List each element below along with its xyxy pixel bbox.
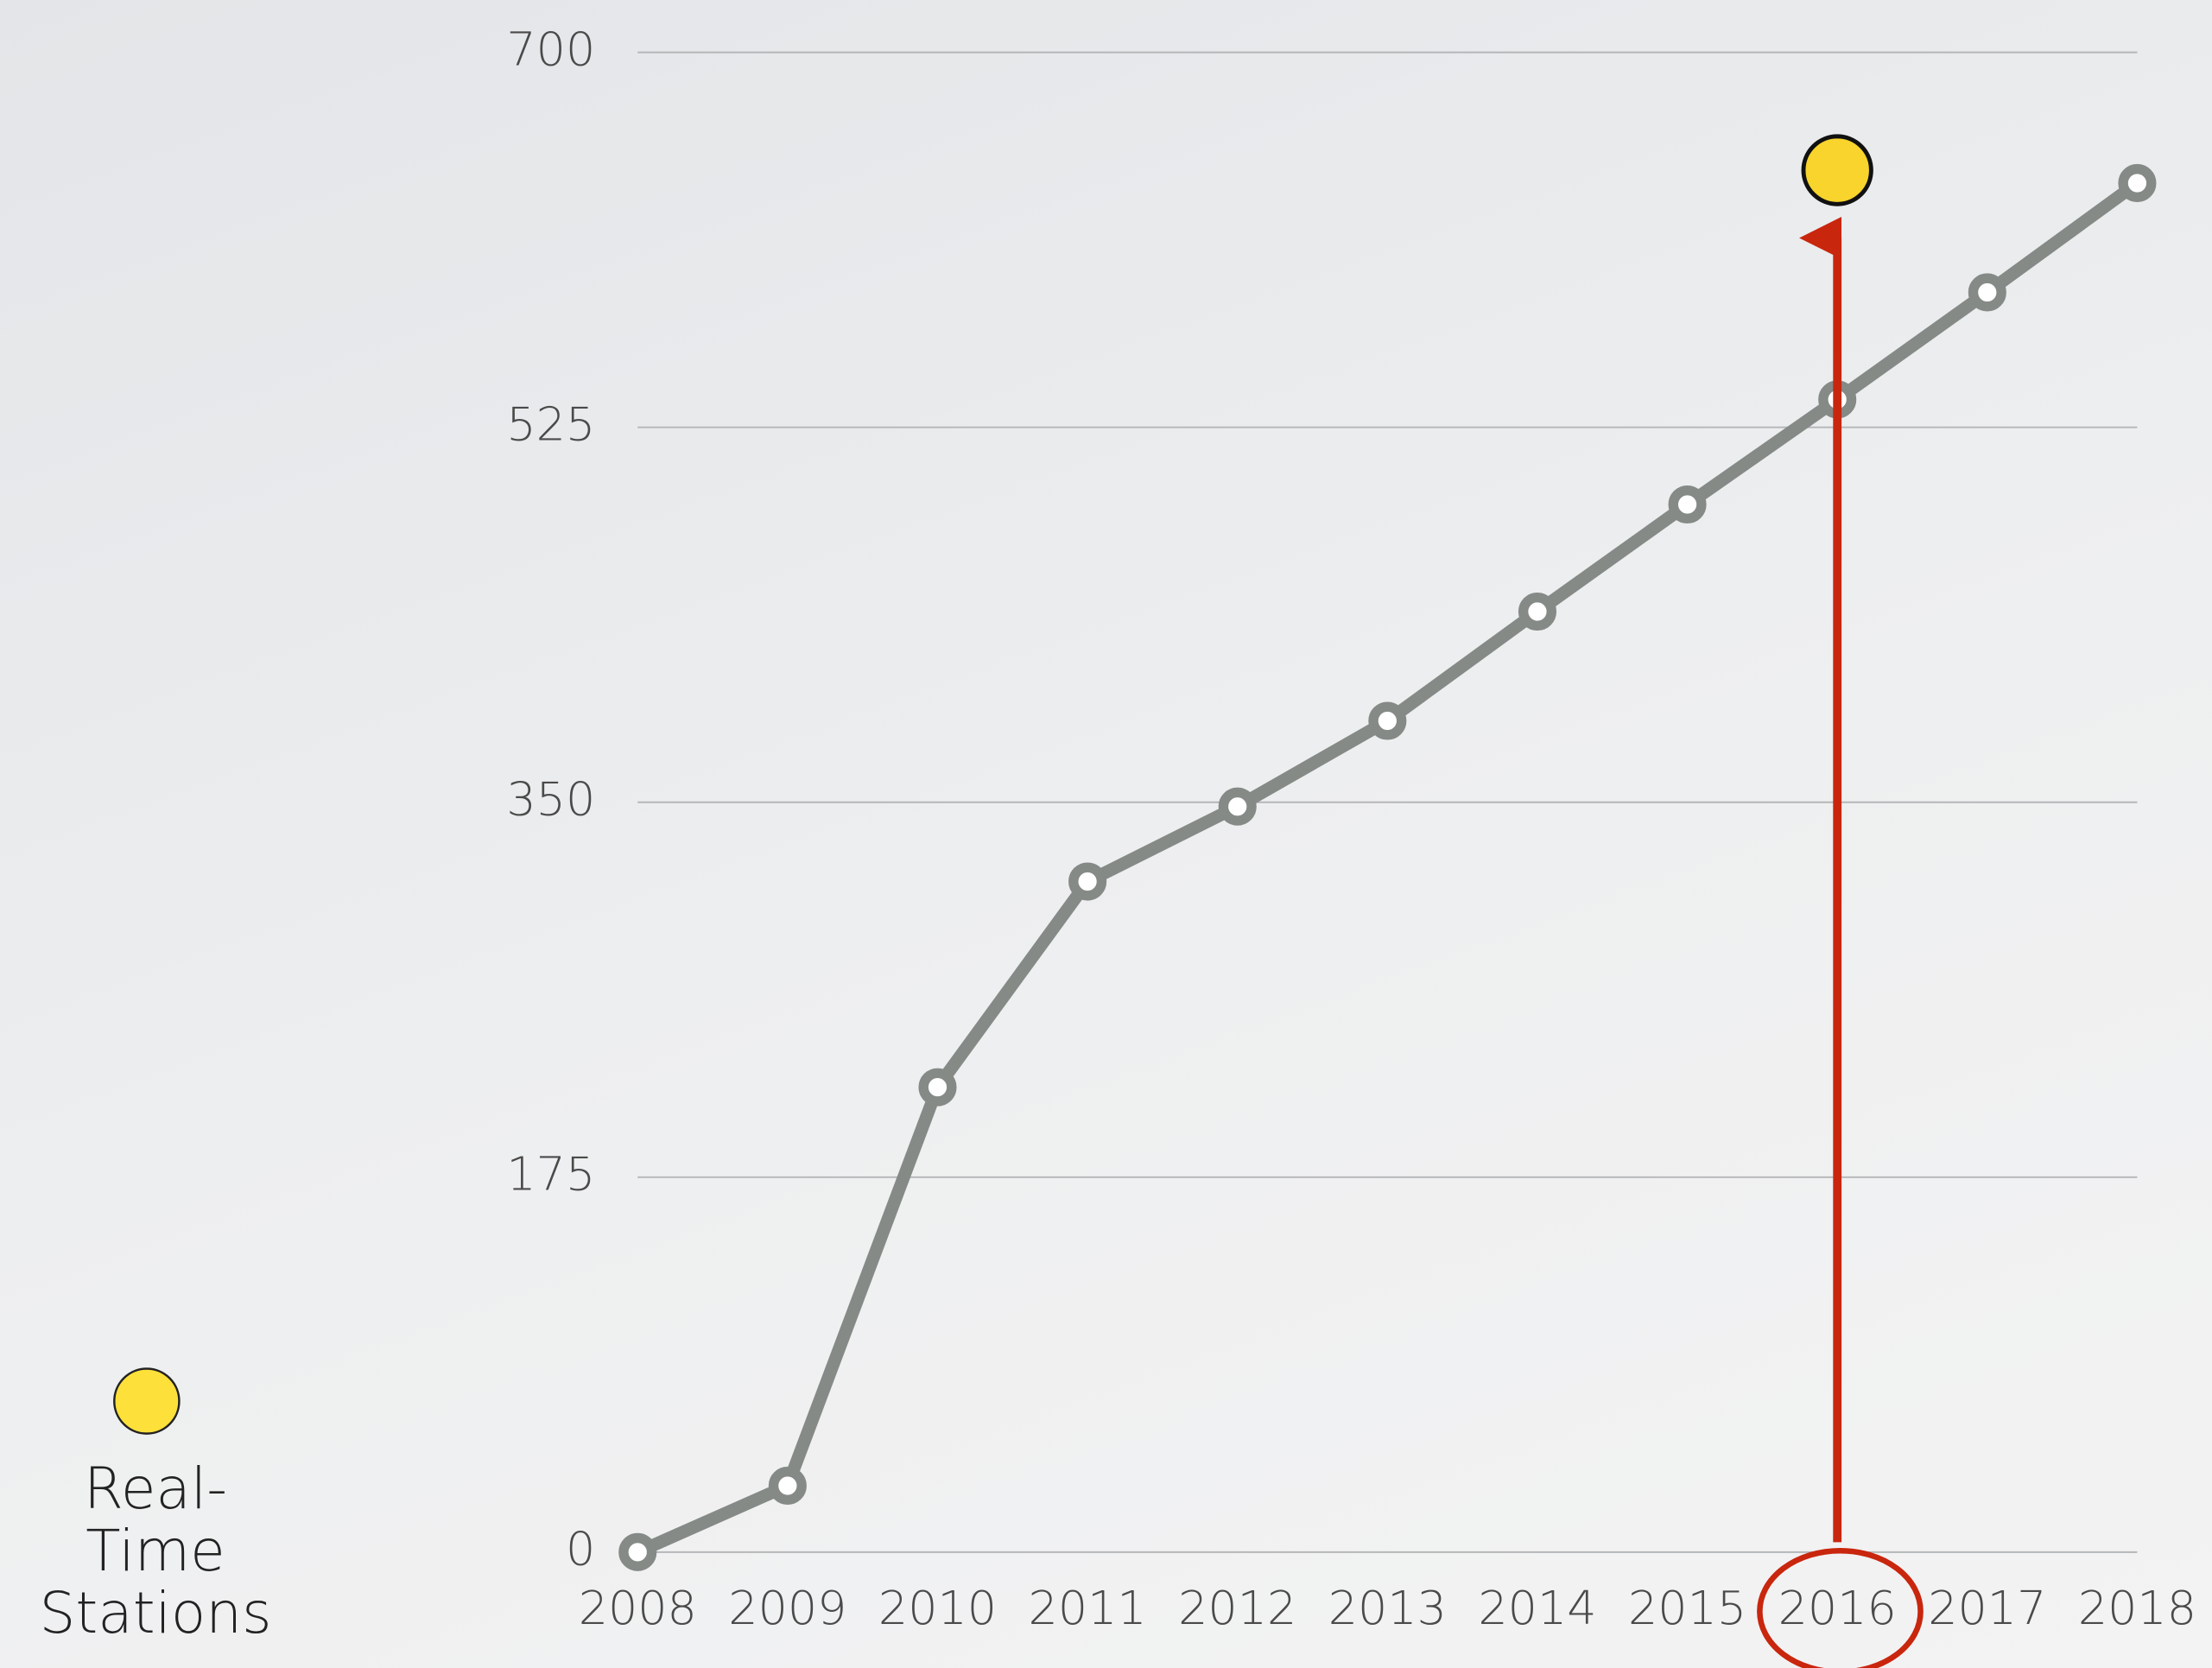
point bbox=[1668, 485, 1707, 524]
x-tick-label: 2017 bbox=[1928, 1581, 2046, 1635]
y-tick-label: 700 bbox=[506, 22, 595, 76]
point bbox=[1368, 701, 1407, 740]
x-tick-label: 2015 bbox=[1628, 1581, 1746, 1635]
annotation-circle bbox=[1757, 1547, 1924, 1668]
point bbox=[1518, 592, 1557, 631]
marks bbox=[618, 134, 2157, 1668]
point bbox=[768, 1466, 807, 1506]
point bbox=[1068, 862, 1107, 901]
x-tick-label: 2010 bbox=[878, 1581, 997, 1635]
line bbox=[635, 178, 2141, 1558]
y-tick-label: 0 bbox=[566, 1522, 595, 1576]
y-tick-label: 175 bbox=[506, 1147, 595, 1202]
x-tick-label: 2014 bbox=[1478, 1581, 1596, 1635]
point bbox=[1968, 273, 2006, 312]
x-tick-label: 2016 bbox=[1778, 1581, 1897, 1635]
point bbox=[2118, 163, 2157, 203]
legend-label: Real-Time Stations bbox=[39, 1456, 272, 1646]
point bbox=[918, 1068, 957, 1107]
grid: 0 175 350 525 700 2008 2009 2010 2011 2012 2013 201… bbox=[506, 22, 2196, 1635]
y-tick-label: 525 bbox=[506, 396, 595, 451]
x-tick-label: 2013 bbox=[1328, 1581, 1447, 1635]
x-tick-label: 2018 bbox=[2078, 1581, 2196, 1635]
point bbox=[1801, 134, 1873, 206]
x-tick-label: 2008 bbox=[579, 1581, 697, 1635]
y-tick-label: 350 bbox=[506, 772, 595, 827]
x-tick-label: 2011 bbox=[1029, 1581, 1147, 1635]
legend-swatch bbox=[113, 1367, 181, 1435]
x-tick-label: 2012 bbox=[1178, 1581, 1296, 1635]
point bbox=[1218, 787, 1257, 826]
point bbox=[618, 1532, 657, 1571]
x-tick-label: 2009 bbox=[728, 1581, 846, 1635]
